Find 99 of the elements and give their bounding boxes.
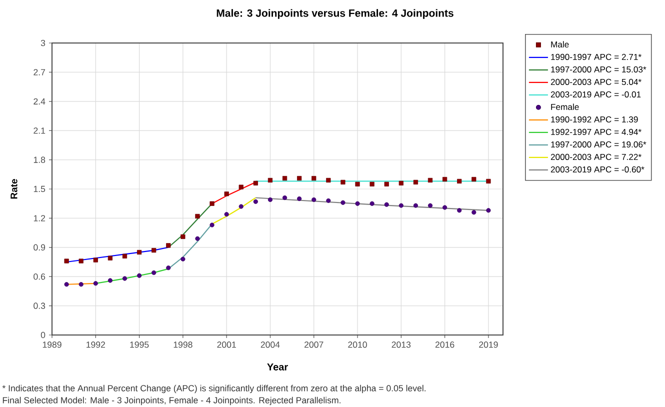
point xyxy=(312,176,316,181)
chart-title: Male: 3 Joinpoints versus Female: 4 Joinpoints xyxy=(216,9,454,19)
legend-label: Male xyxy=(551,41,569,48)
point xyxy=(253,180,258,186)
point xyxy=(326,198,331,203)
point xyxy=(152,248,156,253)
point xyxy=(137,250,142,255)
legend-label: Female xyxy=(551,104,579,110)
y-tick-label: 1.8 xyxy=(34,156,46,163)
y-tick-label: 0.6 xyxy=(34,273,46,280)
point xyxy=(78,282,84,287)
point xyxy=(428,178,433,183)
x-tick-label: 2007 xyxy=(304,342,324,348)
point xyxy=(122,254,128,258)
point xyxy=(486,208,491,213)
text: * Indicates that the Annual Percent Change (APC) is significantly different from zero at the alpha = 0.05 level. xyxy=(2,384,426,394)
point xyxy=(355,201,360,206)
line-series xyxy=(168,223,213,270)
point xyxy=(93,258,98,262)
point xyxy=(268,178,273,183)
point xyxy=(355,182,360,186)
point xyxy=(93,281,98,286)
x-tick-label: 1992 xyxy=(86,342,105,348)
legend-label: 1997-2000 APC = 15.03* xyxy=(551,66,646,72)
y-tick-label: 0 xyxy=(40,332,46,338)
point xyxy=(428,203,433,208)
point xyxy=(238,204,244,209)
legend-label: 1992-1997 APC = 4.94* xyxy=(551,128,642,135)
point xyxy=(180,256,186,262)
point xyxy=(370,182,374,186)
x-tick-label: 2010 xyxy=(348,342,367,348)
point xyxy=(457,208,462,213)
point xyxy=(137,273,142,278)
y-tick-label: 2.7 xyxy=(34,69,46,76)
point xyxy=(238,184,244,190)
y-tick-label: 2.1 xyxy=(34,128,46,134)
x-tick-label: 1995 xyxy=(130,342,149,348)
point xyxy=(413,180,418,184)
y-tick-label: 2.4 xyxy=(34,98,46,104)
point xyxy=(442,205,448,210)
x-tick-label: 2013 xyxy=(392,342,411,348)
point xyxy=(297,176,302,181)
point xyxy=(224,192,229,196)
legend-label: 2000-2003 APC = 5.04* xyxy=(550,78,642,85)
x-tick-label: 2016 xyxy=(435,342,454,348)
point xyxy=(180,234,186,239)
legend-label: 1990-1992 APC = 1.39 xyxy=(551,116,638,122)
point xyxy=(457,178,462,184)
point xyxy=(340,200,346,205)
x-axis-title: Year xyxy=(267,363,288,370)
point xyxy=(398,203,404,208)
point xyxy=(108,278,112,283)
y-tick-label: 0.9 xyxy=(34,244,46,250)
point xyxy=(442,176,448,182)
point xyxy=(370,201,374,206)
legend-label: 2000-2003 APC = 7.22* xyxy=(550,154,642,160)
x-tick-label: 1989 xyxy=(42,342,62,348)
y-axis-title: Rate xyxy=(10,179,18,199)
point xyxy=(64,258,69,264)
point xyxy=(413,203,418,208)
point xyxy=(472,176,476,182)
point xyxy=(122,276,128,281)
x-tick-label: 1998 xyxy=(174,342,192,348)
point xyxy=(312,197,316,202)
x-tick-label: 2001 xyxy=(217,342,236,348)
point xyxy=(268,197,273,202)
point xyxy=(166,243,171,248)
point xyxy=(195,214,200,219)
point xyxy=(472,210,476,215)
x-tick-label: 2019 xyxy=(479,342,498,348)
text: Final Selected Model: Male - 3 Joinpoints, Female - 4 Joinpoints. Rejected Parallelism. xyxy=(2,396,340,406)
point xyxy=(486,178,491,184)
point xyxy=(64,282,69,287)
point xyxy=(224,212,229,217)
point xyxy=(398,180,404,186)
point xyxy=(340,180,346,184)
point xyxy=(78,258,84,264)
point xyxy=(297,196,302,202)
y-tick-label: 1.2 xyxy=(34,215,46,222)
point xyxy=(384,182,389,186)
point xyxy=(152,270,156,275)
point xyxy=(108,256,112,260)
legend-label: 2003-2019 APC = -0.01 xyxy=(550,91,641,98)
x-tick-label: 2004 xyxy=(260,342,280,348)
point xyxy=(326,178,331,183)
point xyxy=(195,236,200,241)
point xyxy=(210,201,214,206)
point xyxy=(210,222,214,228)
y-tick-label: 1.5 xyxy=(34,186,46,192)
point xyxy=(282,176,288,181)
point xyxy=(384,202,389,207)
point xyxy=(282,195,288,200)
y-tick-label: 3 xyxy=(40,40,46,46)
legend-label: 1990-1997 APC = 2.71* xyxy=(551,54,642,60)
point xyxy=(166,266,171,270)
legend-label: 2003-2019 APC = -0.60* xyxy=(550,166,644,172)
point xyxy=(253,199,258,204)
legend-label: 1997-2000 APC = 19.06* xyxy=(551,141,646,148)
y-tick-label: 0.3 xyxy=(34,302,46,309)
